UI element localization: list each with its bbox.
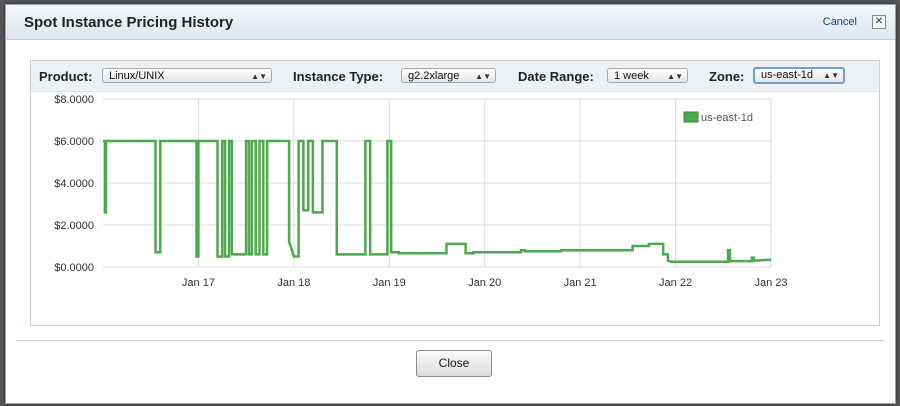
date-range-value: 1 week (614, 70, 649, 82)
product-select[interactable]: Linux/UNIX ▲▼ (102, 68, 272, 83)
close-button[interactable]: Close (416, 350, 492, 377)
y-tick-label: $0.0000 (54, 262, 94, 274)
series-line-us-east-1d (103, 139, 772, 264)
y-tick-label: $2.0000 (54, 220, 94, 232)
close-icon[interactable]: ✕ (872, 15, 886, 29)
pricing-chart: $8.0000 $6.0000 $4.0000 $2.0000 $0.0000 Jan 1… (54, 94, 787, 289)
legend-label: us-east-1d (701, 112, 753, 124)
zone-value: us-east-1d (761, 69, 813, 81)
date-range-label: Date Range: (518, 69, 594, 84)
product-label: Product: (39, 69, 93, 84)
y-tick-label: $8.0000 (54, 94, 94, 106)
filter-toolbar: Product: Linux/UNIX ▲▼ Instance Type: g2… (31, 61, 879, 92)
x-tick-label: Jan 20 (468, 277, 501, 289)
x-tick-label: Jan 19 (373, 277, 406, 289)
chart-panel: Product: Linux/UNIX ▲▼ Instance Type: g2… (30, 60, 880, 326)
dialog-title: Spot Instance Pricing History (24, 14, 234, 31)
chevron-updown-icon: ▲▼ (823, 71, 839, 80)
chevron-updown-icon: ▲▼ (667, 72, 683, 81)
dialog-titlebar: Spot Instance Pricing History Cancel ✕ (6, 5, 895, 40)
instance-type-select[interactable]: g2.2xlarge ▲▼ (401, 68, 496, 83)
spot-pricing-dialog: Spot Instance Pricing History Cancel ✕ P… (5, 4, 896, 404)
y-tick-label: $4.0000 (54, 178, 94, 190)
x-tick-label: Jan 21 (564, 277, 597, 289)
instance-type-label: Instance Type: (293, 69, 384, 84)
chevron-updown-icon: ▲▼ (475, 72, 491, 81)
zone-label: Zone: (709, 69, 745, 84)
x-tick-label: Jan 18 (277, 277, 310, 289)
product-value: Linux/UNIX (109, 70, 165, 82)
x-tick-label: Jan 17 (182, 277, 215, 289)
zone-select[interactable]: us-east-1d ▲▼ (753, 67, 845, 84)
footer-divider (16, 340, 884, 341)
cancel-link[interactable]: Cancel (822, 16, 857, 28)
y-tick-label: $6.0000 (54, 136, 94, 148)
x-tick-label: Jan 22 (659, 277, 692, 289)
chevron-updown-icon: ▲▼ (251, 72, 267, 81)
date-range-select[interactable]: 1 week ▲▼ (607, 68, 688, 83)
x-tick-label: Jan 23 (754, 277, 787, 289)
instance-type-value: g2.2xlarge (408, 70, 460, 82)
legend-swatch (683, 111, 699, 123)
